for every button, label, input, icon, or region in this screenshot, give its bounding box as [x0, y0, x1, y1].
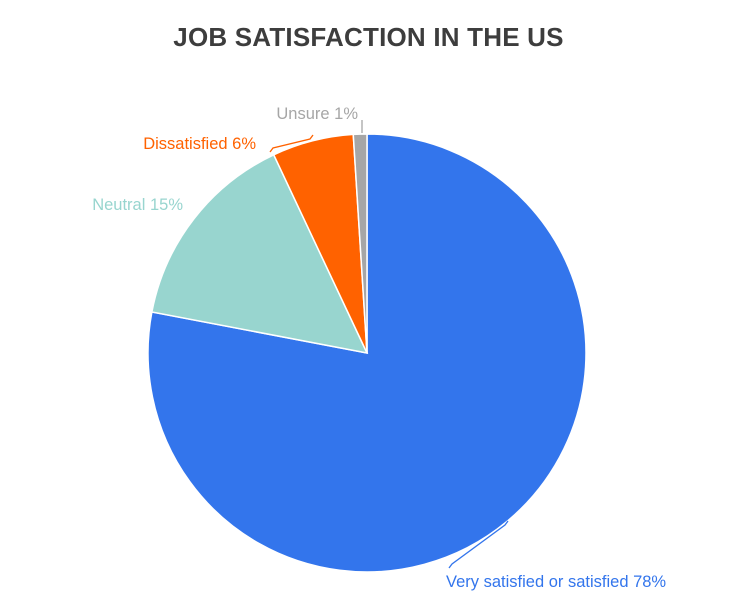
pie-slice-unsure [352, 133, 368, 354]
label-connector-very-satisfied-or-satisfied [448, 520, 509, 569]
label-connector-dissatisfied [269, 134, 314, 153]
chart-title: JOB SATISFACTION IN THE US [173, 22, 564, 52]
pie-slice-neutral [151, 153, 369, 355]
slice-label-dissatisfied: Dissatisfied 6% [143, 135, 256, 153]
slice-label-very-satisfied-or-satisfied: Very satisfied or satisfied 78% [446, 573, 666, 591]
slice-label-neutral: Neutral 15% [92, 196, 183, 214]
slice-label-unsure: Unsure 1% [276, 105, 358, 123]
